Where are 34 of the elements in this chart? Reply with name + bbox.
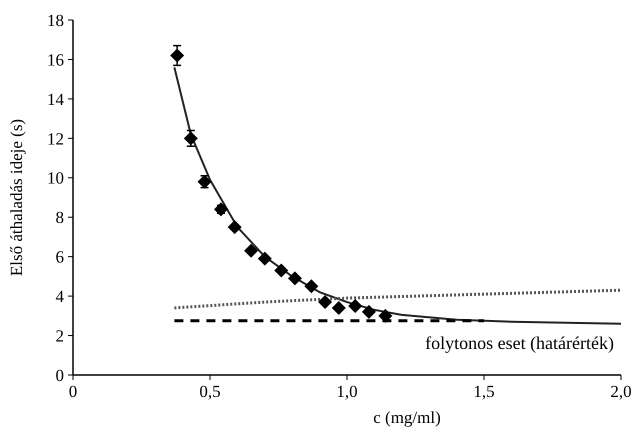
point	[378, 308, 392, 323]
y-tick-label: 18	[47, 10, 64, 30]
point	[184, 131, 198, 146]
y-tick-label: 16	[47, 50, 64, 70]
annotation: folytonos eset (határérték)	[425, 332, 614, 353]
point	[362, 304, 376, 319]
x-tick-label: 2,0	[610, 382, 632, 401]
y-tick-label: 2	[56, 326, 64, 346]
y-axis-title: Első áthaladás ideje (s)	[7, 118, 26, 276]
point	[244, 244, 258, 258]
point	[348, 298, 362, 313]
point	[228, 220, 242, 234]
point	[258, 252, 272, 266]
y-tick-label: 4	[56, 287, 64, 306]
x-axis-title: c (mg/ml)	[373, 408, 441, 427]
x-tick-label: 1,0	[336, 382, 358, 401]
point	[274, 263, 288, 278]
y-tick-label: 8	[56, 208, 64, 228]
point	[318, 295, 332, 310]
x-tick-label: 1,5	[473, 382, 495, 401]
point	[198, 174, 212, 189]
x-tick-label: 0,5	[199, 382, 221, 401]
y-tick-label: 14	[47, 90, 64, 109]
point	[214, 202, 228, 216]
point	[304, 279, 318, 294]
y-tick-label: 10	[47, 168, 64, 188]
x-tick-label: 0	[68, 382, 78, 401]
y-tick-label: 6	[56, 248, 64, 267]
point	[288, 271, 302, 286]
y-tick-label: 0	[56, 366, 64, 385]
line-series	[173, 66, 622, 325]
point	[332, 300, 346, 315]
y-tick-label: 12	[47, 129, 64, 148]
point	[170, 48, 184, 62]
